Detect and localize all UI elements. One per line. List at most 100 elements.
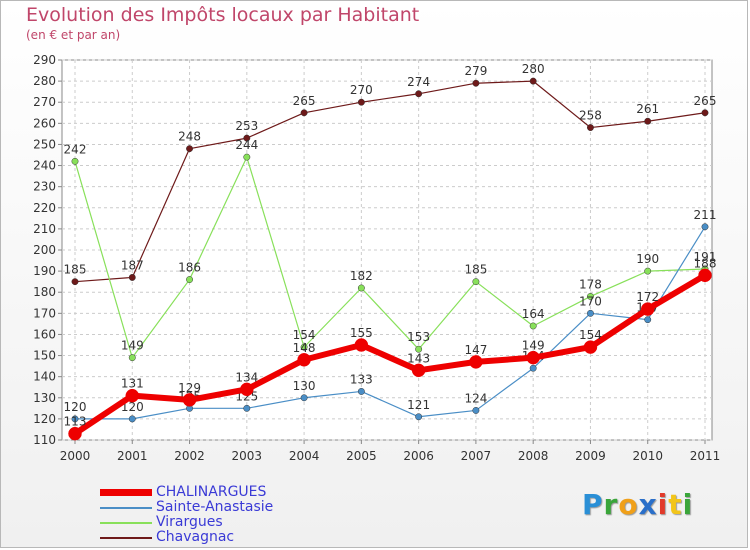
legend-label: CHALINARGUES — [156, 484, 267, 500]
logo-letter: i — [657, 488, 669, 521]
data-label-sainte-anastasie: 124 — [464, 391, 487, 405]
chart-subtitle: (en € et par an) — [26, 28, 121, 42]
data-label-virargues: 191 — [694, 250, 717, 264]
data-label-sainte-anastasie: 120 — [121, 400, 144, 414]
y-tick-label: 190 — [33, 264, 56, 278]
data-label-chalinargues: 131 — [121, 377, 144, 391]
logo-letter: i — [682, 488, 694, 521]
x-tick-label: 2001 — [117, 449, 148, 463]
data-label-virargues: 190 — [636, 252, 659, 266]
x-tick-label: 2010 — [632, 449, 663, 463]
data-label-chavagnac: 270 — [350, 83, 373, 97]
data-label-sainte-anastasie: 121 — [407, 398, 430, 412]
y-tick-label: 290 — [33, 53, 56, 67]
data-point-chavagnac — [472, 79, 480, 87]
data-point-sainte-anastasie — [701, 223, 709, 231]
x-tick-label: 2000 — [60, 449, 91, 463]
y-tick-label: 150 — [33, 349, 56, 363]
data-label-virargues: 186 — [178, 261, 201, 275]
data-point-chalinargues — [526, 350, 540, 365]
y-tick-label: 140 — [33, 370, 56, 384]
x-tick-label: 2007 — [461, 449, 492, 463]
data-point-sainte-anastasie — [300, 394, 308, 402]
data-label-chalinargues: 149 — [522, 339, 545, 353]
data-label-chavagnac: 258 — [579, 109, 602, 123]
data-point-virargues — [186, 276, 193, 284]
data-point-sainte-anastasie — [587, 309, 594, 317]
data-label-chalinargues: 188 — [694, 256, 717, 270]
series-line-chalinargues — [73, 272, 707, 437]
data-label-chalinargues: 172 — [636, 290, 659, 304]
data-label-chavagnac: 261 — [636, 102, 659, 116]
y-tick-label: 220 — [33, 201, 56, 215]
data-point-chavagnac — [300, 109, 308, 117]
data-point-chalinargues — [125, 388, 140, 403]
data-label-chavagnac: 248 — [178, 130, 201, 144]
y-tick-label: 270 — [33, 95, 56, 109]
data-label-chavagnac: 274 — [407, 75, 430, 89]
data-label-sainte-anastasie: 170 — [579, 294, 602, 308]
y-tick-label: 230 — [33, 180, 56, 194]
legend-label: Sainte-Anastasie — [156, 499, 274, 515]
data-label-virargues: 182 — [350, 269, 373, 283]
data-label-chalinargues: 154 — [579, 328, 602, 342]
y-tick-label: 180 — [33, 285, 56, 299]
series-line-chavagnac — [74, 80, 706, 283]
data-point-sainte-anastasie — [71, 415, 79, 423]
data-label-sainte-anastasie: 133 — [350, 372, 373, 386]
data-point-chalinargues — [583, 340, 598, 354]
data-point-virargues — [415, 345, 423, 353]
x-tick-label: 2003 — [232, 449, 263, 463]
data-label-virargues: 154 — [293, 328, 316, 342]
data-point-virargues — [71, 157, 79, 165]
data-label-chalinargues: 143 — [407, 351, 430, 365]
logo-letter: o — [618, 488, 639, 521]
data-point-chavagnac — [415, 90, 423, 98]
data-point-chalinargues — [698, 268, 712, 283]
data-label-chavagnac: 279 — [464, 64, 487, 78]
data-label-chavagnac: 265 — [293, 94, 316, 108]
data-point-chalinargues — [240, 382, 254, 397]
logo-letter: r — [603, 488, 619, 521]
data-label-sainte-anastasie: 130 — [293, 379, 316, 393]
data-point-virargues — [128, 354, 136, 362]
data-point-virargues — [644, 267, 652, 275]
y-tick-label: 110 — [33, 433, 56, 447]
data-point-chalinargues — [68, 426, 82, 441]
y-tick-label: 160 — [33, 327, 56, 341]
legend-swatch — [100, 507, 152, 509]
x-tick-label: 2011 — [690, 449, 721, 463]
data-label-chavagnac: 280 — [522, 62, 545, 76]
data-label-sainte-anastasie: 120 — [64, 400, 87, 414]
data-point-virargues — [357, 284, 365, 292]
data-label-chalinargues: 134 — [235, 370, 258, 384]
logo-letter: x — [638, 488, 658, 521]
x-tick-label: 2002 — [174, 449, 205, 463]
y-tick-label: 120 — [33, 412, 56, 426]
x-tick-label: 2008 — [518, 449, 549, 463]
data-label-virargues: 244 — [235, 138, 258, 152]
data-point-sainte-anastasie — [357, 387, 365, 395]
data-point-chavagnac — [701, 109, 709, 117]
y-tick-label: 250 — [33, 137, 56, 151]
chart-title: Evolution des Impôts locaux par Habitant — [26, 4, 420, 26]
y-tick-label: 200 — [33, 243, 56, 257]
y-tick-label: 170 — [33, 306, 56, 320]
data-label-chavagnac: 253 — [235, 119, 258, 133]
y-tick-label: 240 — [33, 159, 56, 173]
logo-letter: t — [668, 488, 683, 521]
series-line-virargues — [74, 156, 706, 359]
data-point-chavagnac — [186, 145, 193, 153]
data-label-virargues: 242 — [64, 142, 87, 156]
data-point-chavagnac — [644, 117, 652, 125]
data-label-chavagnac: 185 — [64, 263, 87, 277]
data-point-chavagnac — [587, 124, 594, 132]
data-point-chavagnac — [128, 273, 136, 281]
legend-swatch — [100, 537, 152, 539]
data-label-chavagnac: 265 — [694, 94, 717, 108]
legend-swatch — [100, 489, 152, 496]
data-point-chalinargues — [297, 353, 311, 367]
legend-swatch — [100, 522, 152, 524]
proxiti-logo: Proxiti — [582, 488, 693, 521]
